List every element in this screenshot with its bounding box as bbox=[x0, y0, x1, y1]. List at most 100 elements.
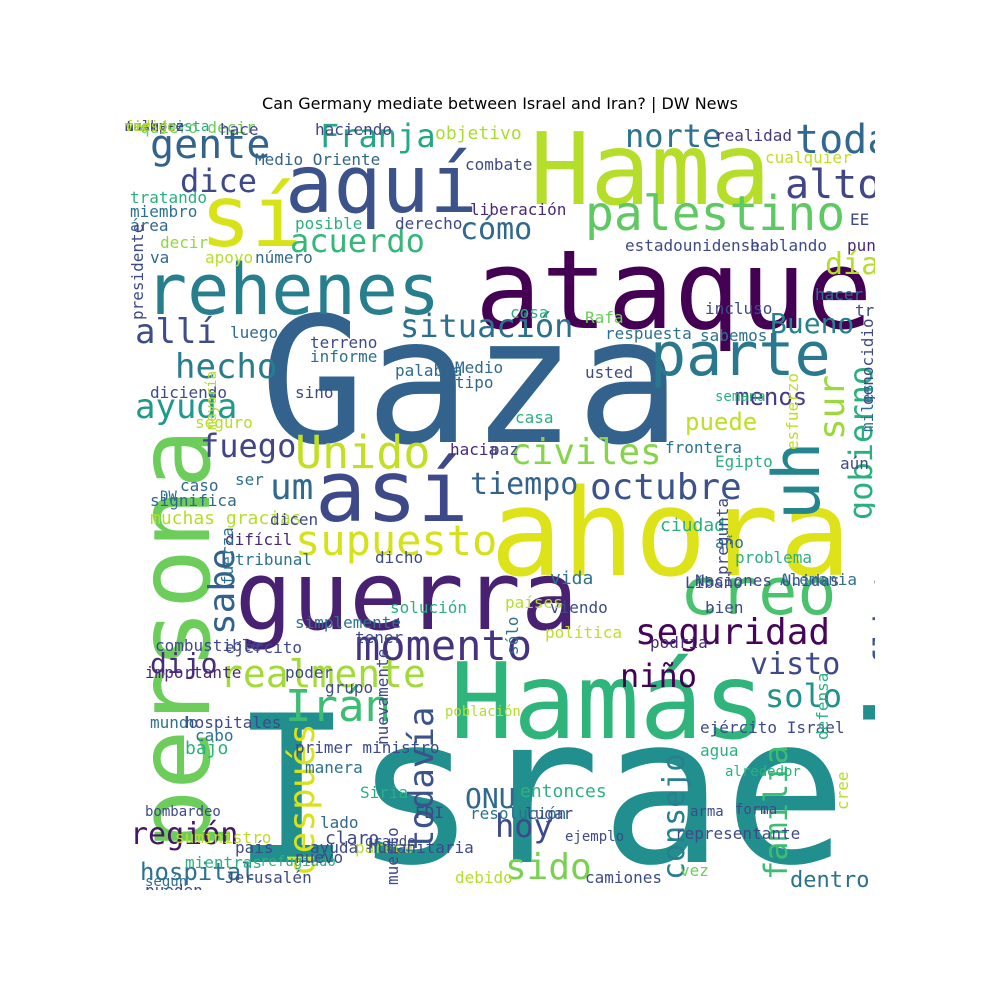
cloud-word: forma bbox=[735, 802, 778, 818]
cloud-word: pregunta bbox=[713, 497, 732, 575]
cloud-word: cabo bbox=[195, 726, 234, 745]
cloud-word: sur bbox=[812, 374, 853, 440]
cloud-word: dicen bbox=[270, 510, 319, 529]
cloud-word: Alemania bbox=[780, 570, 858, 589]
cloud-word: nuevo bbox=[295, 848, 344, 867]
cloud-word: claro bbox=[325, 828, 380, 849]
cloud-word: menos bbox=[735, 383, 808, 411]
cloud-word: todavía bbox=[402, 706, 442, 850]
cloud-word: seguro bbox=[195, 413, 253, 432]
cloud-word: hacer bbox=[815, 285, 864, 304]
cloud-word: derecho bbox=[395, 214, 463, 233]
cloud-word: tratando bbox=[130, 188, 208, 207]
cloud-word: haciendo bbox=[315, 120, 393, 139]
cloud-word: solución bbox=[390, 598, 468, 617]
cloud-word: norte bbox=[625, 120, 722, 155]
cloud-word: dentro bbox=[790, 868, 870, 891]
cloud-word: grupo bbox=[325, 678, 374, 697]
cloud-word: lugar bbox=[525, 804, 574, 823]
cloud-word: cosa bbox=[510, 303, 549, 322]
cloud-word: fin bbox=[125, 120, 151, 135]
cloud-word: así bbox=[315, 443, 469, 542]
cloud-word: ver bbox=[125, 120, 151, 135]
cloud-word: países bbox=[505, 593, 563, 612]
cloud-word: supuesto bbox=[295, 516, 498, 565]
cloud-word: Egipto bbox=[715, 452, 773, 471]
cloud-word: um bbox=[270, 467, 314, 508]
cloud-word: solo bbox=[765, 677, 843, 715]
cloud-word: ayuda bbox=[135, 387, 238, 427]
cloud-word: diciendo bbox=[150, 383, 228, 402]
cloud-word: manera bbox=[305, 758, 363, 777]
cloud-word: realidad bbox=[715, 126, 793, 145]
cloud-word: semana bbox=[715, 389, 766, 405]
cloud-word: Líbano bbox=[685, 573, 743, 592]
cloud-word: entonces bbox=[520, 781, 607, 802]
cloud-word: vez bbox=[680, 861, 709, 880]
cloud-word: caso bbox=[180, 476, 219, 495]
cloud-word: presidente bbox=[128, 223, 147, 320]
cloud-word: hospital bbox=[140, 858, 256, 886]
cloud-word: puede bbox=[685, 408, 758, 436]
cloud-word: significa bbox=[150, 491, 237, 510]
cloud-word: ejército Israel bbox=[700, 718, 845, 737]
cloud-word: luego bbox=[230, 323, 279, 342]
cloud-word: resolución bbox=[470, 804, 567, 823]
cloud-word: Rafa bbox=[585, 308, 624, 327]
cloud-word: Medio Oriente bbox=[255, 150, 381, 169]
cloud-word: simplemente bbox=[295, 613, 401, 632]
cloud-word: área bbox=[130, 216, 169, 235]
cloud-word: agua bbox=[700, 741, 739, 760]
cloud-word: ciudad bbox=[660, 515, 726, 536]
cloud-word: Unido bbox=[295, 426, 431, 479]
cloud-word: usted bbox=[585, 363, 634, 382]
cloud-word: niño bbox=[620, 657, 698, 695]
cloud-word: vida bbox=[550, 568, 594, 589]
cloud-word: difícil bbox=[225, 530, 293, 549]
cloud-word: aquí bbox=[285, 138, 478, 231]
cloud-word: terreno bbox=[310, 333, 378, 352]
cloud-word: ahora bbox=[490, 465, 852, 604]
cloud-word: ser bbox=[235, 470, 264, 489]
cloud-word: mayoría bbox=[204, 370, 220, 430]
cloud-word: respuesta bbox=[605, 324, 692, 343]
cloud-word: viendo bbox=[550, 598, 608, 617]
cloud-word: ejemplo bbox=[565, 829, 625, 845]
cloud-word: acuerdo bbox=[290, 222, 425, 260]
cloud-word: medida bbox=[125, 120, 176, 135]
cloud-word: lado bbox=[320, 813, 359, 832]
cloud-word: día bbox=[825, 247, 875, 282]
cloud-word: pueden bbox=[145, 883, 203, 891]
cloud-word: población bbox=[445, 704, 521, 720]
cloud-word: miembro bbox=[130, 202, 198, 221]
cloud-word: tipo bbox=[455, 373, 494, 392]
cloud-word: aún bbox=[840, 454, 869, 473]
cloud-word: hospitales bbox=[185, 713, 282, 732]
chart-title: Can Germany mediate between Israel and I… bbox=[262, 94, 738, 113]
cloud-word: año bbox=[715, 533, 744, 552]
cloud-word: mientras bbox=[185, 853, 263, 872]
cloud-word: liberación bbox=[470, 200, 567, 219]
cloud-word: Naciones Unidas bbox=[695, 571, 840, 590]
cloud-word: ejército bbox=[225, 638, 303, 657]
cloud-word: fuego bbox=[200, 427, 297, 465]
cloud-word: dijo bbox=[150, 647, 218, 680]
cloud-word: ONU bbox=[465, 782, 516, 815]
cloud-word: hoy bbox=[495, 807, 553, 845]
cloud-word: ayuda humanitaria bbox=[310, 838, 474, 857]
cloud-word: frontera bbox=[665, 438, 743, 457]
cloud-word: hace bbox=[220, 120, 259, 139]
cloud-word: problema bbox=[735, 548, 813, 567]
cloud-word: sabemos bbox=[700, 326, 768, 345]
cloud-word: defensa bbox=[813, 672, 832, 740]
cloud-word: Israel bbox=[230, 673, 875, 891]
cloud-word: va bbox=[150, 248, 170, 267]
cloud-word: representante bbox=[675, 824, 801, 843]
cloud-word: mismo bbox=[125, 120, 168, 135]
cloud-word: bajo bbox=[185, 738, 229, 759]
cloud-word: tribunal bbox=[235, 550, 313, 569]
cloud-word: Franja bbox=[320, 120, 436, 155]
cloud-word: cualquier bbox=[765, 148, 852, 167]
cloud-word: través bbox=[855, 301, 875, 320]
cloud-word: momento bbox=[355, 621, 533, 670]
